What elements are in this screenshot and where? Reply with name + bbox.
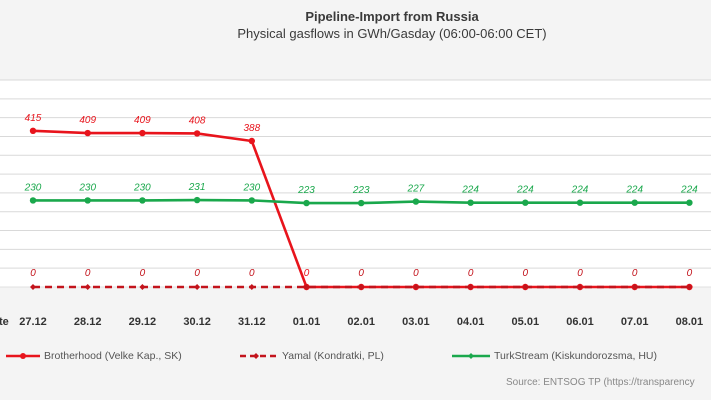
- data-point: [248, 137, 255, 145]
- data-label: 415: [25, 113, 42, 124]
- data-label: 0: [687, 268, 693, 279]
- x-tick-label: 06.01: [566, 316, 594, 328]
- data-label: 224: [625, 185, 643, 196]
- x-tick-label: 03.01: [402, 316, 430, 328]
- data-point: [467, 199, 474, 206]
- legend-item-yamal: Yamal (Kondratki, PL): [240, 350, 384, 362]
- data-labels: 415 409 409 408 388 0 0 0 0 0 0 0 0 0 0 0 0 0 230 230 230 231…: [24, 113, 699, 279]
- data-point: [193, 130, 201, 137]
- plot-area: [0, 80, 711, 287]
- series-layer: [29, 127, 693, 291]
- data-point: [303, 199, 310, 207]
- data-point: [303, 284, 310, 290]
- data-point: [139, 197, 146, 204]
- data-label: 0: [358, 268, 364, 279]
- data-label: 230: [242, 182, 260, 193]
- x-tick-label: 27.12: [19, 316, 47, 328]
- data-label: 409: [79, 115, 96, 126]
- x-tick-label: 28.12: [74, 316, 102, 328]
- data-label: 0: [468, 268, 474, 279]
- data-point: [84, 129, 91, 137]
- data-label: 0: [194, 268, 200, 279]
- data-point: [522, 199, 529, 206]
- data-point: [29, 127, 37, 135]
- legend-label: TurkStream (Kiskundorozsma, HU): [494, 350, 657, 362]
- data-point: [631, 284, 638, 290]
- data-point: [139, 284, 146, 290]
- data-label: 223: [297, 185, 315, 196]
- source-note: Source: ENTSOG TP (https://transparency: [506, 377, 695, 388]
- data-point: [29, 197, 37, 204]
- data-label: 231: [188, 182, 206, 193]
- x-axis-ticks: 27.12 28.12 29.12 30.12 31.12 01.01 02.01 03.01…: [0, 316, 703, 328]
- data-point: [686, 199, 693, 206]
- x-tick-label: 07.01: [621, 316, 649, 328]
- legend-item-brotherhood: Brotherhood (Velke Kap., SK): [6, 350, 182, 362]
- data-label: 0: [577, 268, 583, 279]
- x-tick-label: 04.01: [457, 316, 485, 328]
- data-label: 230: [133, 182, 151, 193]
- data-point: [412, 284, 419, 290]
- data-label: 223: [352, 185, 370, 196]
- data-label: 0: [85, 268, 91, 279]
- data-point: [139, 129, 146, 137]
- chart-title: Pipeline-Import from Russia: [305, 9, 479, 24]
- x-tick-label: 31.12: [238, 316, 266, 328]
- line-chart: 415 409 409 408 388 0 0 0 0 0 0 0 0 0 0 0 0 0 230 230 230 231…: [0, 79, 711, 328]
- data-label: 388: [243, 123, 260, 134]
- data-point: [30, 284, 36, 290]
- legend-item-turkstream: TurkStream (Kiskundorozsma, HU): [452, 350, 657, 362]
- data-label: 0: [413, 268, 419, 279]
- data-point: [412, 198, 420, 205]
- data-point: [631, 199, 638, 206]
- legend-swatch-solid-red: [6, 353, 40, 360]
- data-point: [358, 199, 365, 207]
- data-label: 230: [78, 182, 96, 193]
- data-label: 224: [680, 185, 698, 196]
- data-label: 0: [249, 268, 255, 279]
- x-tick-label: 02.01: [347, 316, 375, 328]
- data-point: [522, 284, 529, 290]
- x-tick-label: 30.12: [183, 316, 211, 328]
- data-point: [84, 197, 91, 204]
- data-label: 0: [523, 268, 529, 279]
- legend-swatch-dashed-red: [240, 353, 278, 360]
- x-tick-label: 05.01: [512, 316, 540, 328]
- data-point: [358, 284, 365, 290]
- data-point: [467, 284, 474, 290]
- legend-label: Yamal (Kondratki, PL): [282, 350, 384, 362]
- data-label: 409: [134, 115, 151, 126]
- data-point: [577, 284, 583, 290]
- x-tick-label: 29.12: [129, 316, 157, 328]
- data-label: 0: [304, 268, 310, 279]
- x-tick-label: 08.01: [676, 316, 704, 328]
- legend-label: Brotherhood (Velke Kap., SK): [44, 350, 182, 362]
- data-label: 227: [407, 184, 425, 195]
- data-label: 0: [30, 268, 36, 279]
- data-point: [248, 197, 255, 204]
- data-label: 408: [189, 115, 206, 126]
- data-label: 230: [24, 182, 42, 193]
- data-label: 224: [571, 185, 589, 196]
- chart-subtitle: Physical gasflows in GWh/Gasday (06:00-0…: [237, 26, 547, 41]
- data-point: [84, 284, 91, 290]
- data-label: 224: [516, 185, 534, 196]
- x-tick-label: 01.01: [293, 316, 321, 328]
- data-point: [686, 284, 693, 290]
- gridlines: [0, 79, 711, 288]
- data-point: [193, 196, 201, 204]
- legend-swatch-solid-green: [452, 353, 490, 360]
- data-label: 224: [461, 185, 479, 196]
- data-label: 0: [632, 268, 638, 279]
- data-point: [576, 199, 584, 206]
- data-label: 0: [140, 268, 146, 279]
- data-point: [194, 284, 201, 290]
- x-axis-label: te: [0, 316, 9, 328]
- data-point: [248, 284, 255, 290]
